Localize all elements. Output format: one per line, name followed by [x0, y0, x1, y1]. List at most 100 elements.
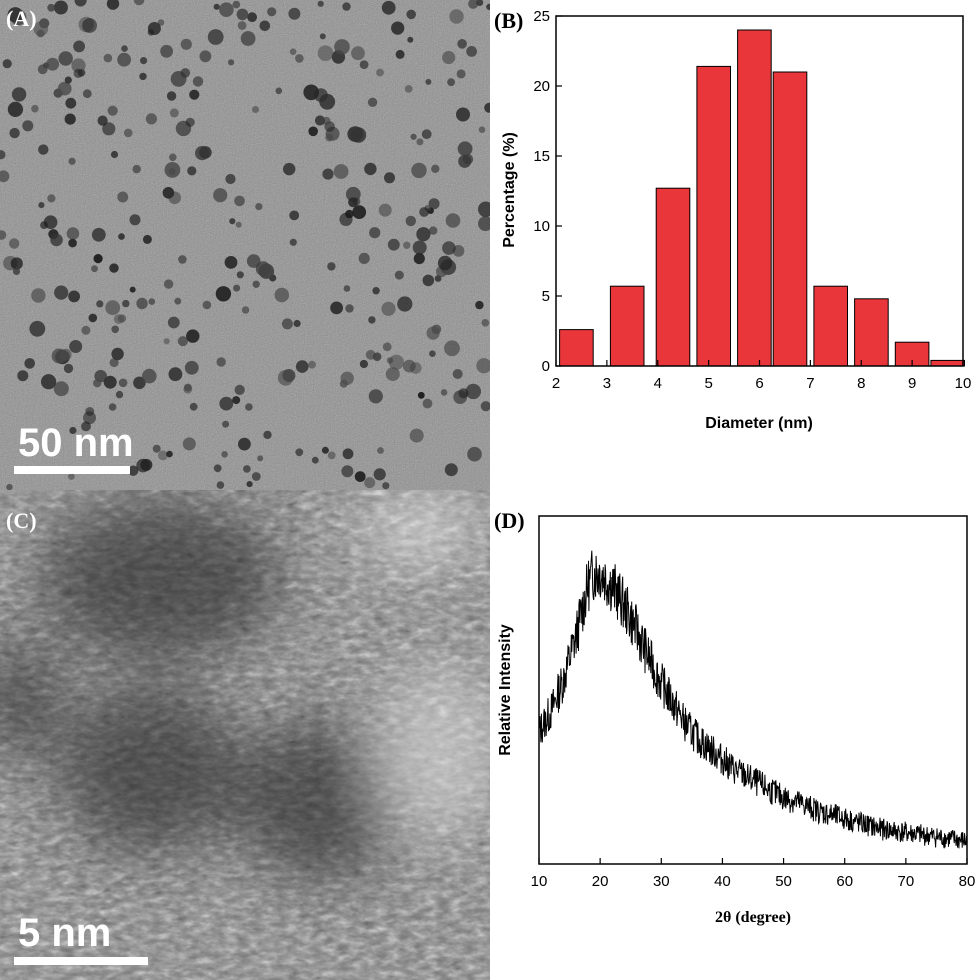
particle [466, 46, 477, 57]
particle [444, 340, 460, 357]
particle [422, 274, 435, 287]
particle [377, 447, 384, 454]
particle [447, 78, 455, 87]
particle [164, 162, 181, 178]
x-tick-label: 5 [704, 375, 712, 392]
histogram-bar [854, 298, 889, 367]
panel-d-x-axis-title: 2θ (degree) [715, 909, 791, 926]
particle [405, 215, 416, 227]
particle [184, 360, 199, 375]
particle [180, 38, 192, 50]
particle [7, 101, 24, 117]
particle [73, 68, 83, 78]
x-tick-label: 4 [654, 375, 662, 392]
particle [2, 59, 12, 69]
particle [183, 384, 193, 394]
particle [11, 87, 27, 102]
particle [53, 0, 68, 15]
particle [486, 3, 490, 10]
particle [281, 318, 293, 330]
particle [428, 198, 440, 210]
particle [378, 203, 392, 217]
particle [12, 267, 21, 275]
panel-c-scalebar [14, 957, 148, 965]
particle [333, 164, 349, 179]
particle [139, 72, 147, 81]
particle [107, 105, 118, 116]
x-tick-label: 8 [857, 375, 865, 392]
panel-a-scalebar [14, 466, 130, 474]
histogram-bar [559, 329, 594, 367]
particle [429, 226, 438, 235]
particle [202, 300, 212, 310]
particle [364, 477, 376, 489]
particle [327, 451, 336, 460]
particle [397, 296, 413, 312]
panel-d-plot-frame [538, 515, 968, 865]
particle [283, 162, 296, 176]
histogram-bar [813, 285, 848, 367]
particle [166, 91, 177, 101]
particle [384, 172, 395, 184]
particle [147, 22, 161, 35]
particle [31, 288, 46, 303]
particle [263, 430, 272, 440]
particle [224, 256, 238, 269]
panel-d-x-ticks: 10 20 30 40 50 60 70 80 [531, 858, 976, 890]
particle [445, 213, 461, 228]
x-tick-label: 60 [836, 873, 853, 890]
particle [132, 164, 141, 174]
particle [404, 85, 413, 93]
particle [410, 133, 417, 140]
particle [71, 58, 86, 73]
particle [64, 113, 76, 125]
particle [437, 255, 453, 271]
particle [192, 76, 204, 87]
particle [65, 97, 77, 109]
particle [113, 314, 124, 324]
particle [216, 481, 225, 489]
particle [444, 463, 458, 477]
particle [97, 115, 108, 126]
x-tick-label: 70 [898, 873, 915, 890]
particle [368, 389, 383, 404]
particle [478, 201, 490, 218]
particle [237, 21, 247, 30]
particle [57, 81, 72, 96]
particle [69, 340, 83, 353]
particle [372, 287, 380, 295]
particle [199, 50, 212, 63]
particle [118, 378, 128, 388]
x-tick-label: 3 [603, 375, 611, 392]
particle [189, 89, 200, 100]
particle [347, 126, 364, 142]
x-tick-label: 80 [959, 873, 976, 890]
particle [330, 301, 343, 315]
particle [174, 297, 182, 305]
particle [123, 128, 133, 138]
particle [425, 78, 432, 85]
particle [24, 358, 35, 369]
particle [213, 188, 228, 203]
particle [368, 316, 376, 324]
x-tick-label: 9 [908, 375, 916, 392]
particle [186, 329, 200, 343]
particle [317, 0, 324, 7]
particle [83, 411, 96, 425]
particle [245, 403, 253, 411]
particle [381, 0, 396, 15]
particle [289, 48, 297, 55]
particle [295, 54, 304, 63]
particle [215, 286, 232, 302]
particle [213, 464, 222, 473]
particle [240, 31, 256, 46]
particle [314, 115, 326, 126]
particle [162, 187, 175, 199]
particle [82, 18, 97, 33]
particle [246, 254, 261, 268]
particle [109, 358, 119, 368]
particle [105, 300, 121, 316]
y-tick-label: 0 [542, 358, 550, 375]
particle [388, 354, 404, 370]
